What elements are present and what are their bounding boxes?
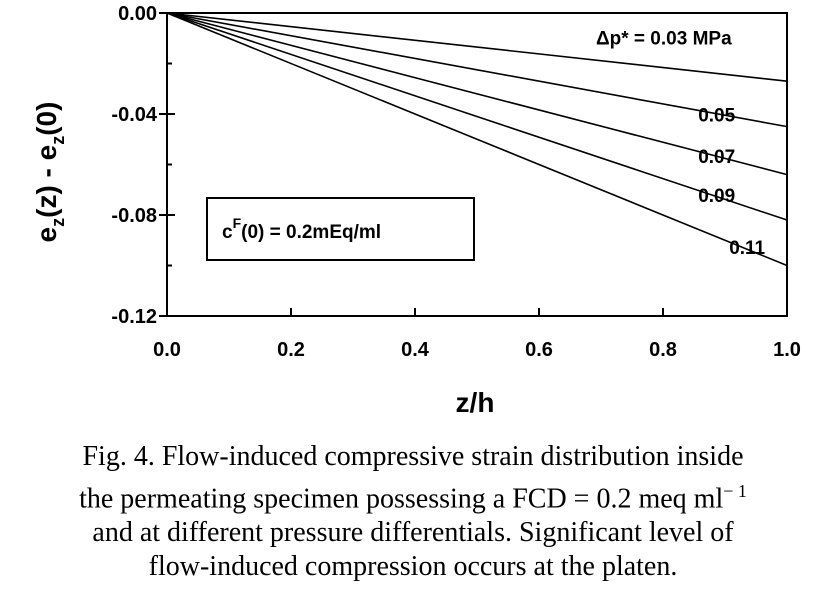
fcd-annotation: cF(0) = 0.2mEq/ml bbox=[206, 197, 475, 261]
series-line bbox=[166, 12, 788, 128]
x-tick-label: 1.0 bbox=[773, 339, 801, 361]
caption-line-2: the permeating specimen possessing a FCD… bbox=[10, 474, 816, 516]
y-axis-ticks: 0.00 -0.04 -0.08 -0.12 bbox=[111, 3, 175, 328]
y-tick-label: -0.08 bbox=[111, 205, 157, 227]
series-label: 0.05 bbox=[698, 106, 735, 127]
caption-superscript: − 1 bbox=[723, 481, 747, 501]
x-axis-ticks: 0.0 0.2 0.4 0.6 0.8 1.0 bbox=[153, 308, 801, 361]
series-label: 0.09 bbox=[698, 186, 735, 207]
caption-line-4: flow-induced compression occurs at the p… bbox=[148, 551, 678, 583]
y-tick-label: 0.00 bbox=[118, 3, 157, 25]
series-layer: Δp* = 0.03 MPa 0.05 0.07 0.09 0.11 bbox=[166, 12, 788, 267]
x-tick-label: 0.6 bbox=[525, 339, 553, 361]
x-tick-label: 0.2 bbox=[277, 339, 305, 361]
plot-frame bbox=[166, 12, 788, 317]
fcd-annotation-text: cF(0) = 0.2mEq/ml bbox=[222, 215, 381, 243]
x-tick-label: 0.4 bbox=[401, 339, 430, 361]
figure-caption: Fig. 4. Flow-induced compressive strain … bbox=[10, 440, 816, 584]
y-tick-label: -0.12 bbox=[111, 306, 157, 328]
series-line bbox=[166, 12, 788, 176]
series-line bbox=[166, 12, 788, 82]
caption-line-3: and at different pressure differentials.… bbox=[92, 517, 734, 549]
series-line bbox=[166, 12, 788, 267]
x-tick-label: 0.0 bbox=[153, 339, 181, 361]
x-axis-title: z/h bbox=[456, 387, 495, 418]
series-line bbox=[166, 12, 788, 221]
caption-line-2-text: the permeating specimen possessing a FCD… bbox=[79, 483, 724, 515]
strain-chart: Δp* = 0.03 MPa 0.05 0.07 0.09 0.11 0.0 0.2 0.4… bbox=[31, 3, 801, 418]
plot-area bbox=[166, 12, 788, 317]
y-axis-title: ez(z) - ez(0) bbox=[31, 102, 68, 243]
y-tick-label: -0.04 bbox=[111, 104, 157, 126]
caption-line-1: Fig. 4. Flow-induced compressive strain … bbox=[82, 441, 744, 472]
series-label: 0.07 bbox=[698, 147, 735, 168]
x-tick-label: 0.8 bbox=[649, 339, 677, 361]
series-label: Δp* = 0.03 MPa bbox=[596, 29, 732, 50]
fcd-annotation-box bbox=[206, 197, 475, 261]
series-label: 0.11 bbox=[729, 238, 765, 259]
